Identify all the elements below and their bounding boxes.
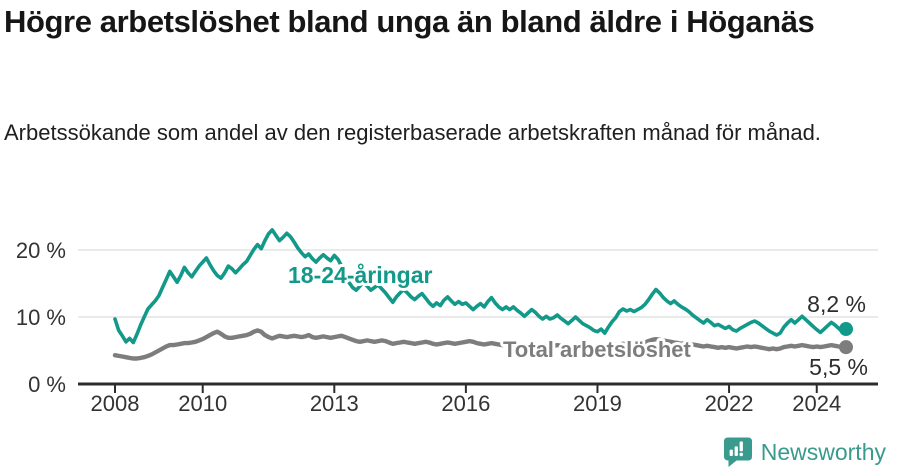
x-axis-tick-label: 2013 — [310, 391, 359, 416]
end-value-label-youth: 8,2 % — [807, 291, 866, 317]
x-axis-tick-label: 2019 — [573, 391, 622, 416]
x-axis-tick-label: 2008 — [91, 391, 140, 416]
line-youth — [113, 228, 848, 345]
newsworthy-logo: Newsworthy — [723, 437, 886, 468]
y-axis-tick-label: 20 % — [16, 238, 66, 263]
end-dot-total — [839, 340, 853, 355]
gridlines — [78, 249, 878, 318]
y-axis-tick-label: 0 % — [28, 372, 66, 397]
x-axis-tick-label: 2010 — [178, 391, 227, 416]
page-subtitle: Arbetssökande som andel av den registerb… — [4, 120, 821, 145]
line-total — [112, 328, 849, 361]
series-label-youth: 18-24-åringar — [288, 262, 433, 288]
series-label-total: Total arbetslöshet — [503, 337, 692, 362]
x-axis-tick-label: 2024 — [792, 391, 841, 416]
axes: 0 % 10 % 20 % 2008 2010 2013 2016 2019 2022 2024 — [16, 238, 878, 416]
y-axis-tick-label: 10 % — [16, 305, 66, 330]
end-dot-youth — [839, 322, 853, 337]
x-axis-tick-label: 2022 — [705, 391, 754, 416]
newsworthy-logo-text: Newsworthy — [760, 439, 886, 465]
newsworthy-chart-bubble-icon — [723, 437, 753, 468]
x-axis-tick-label: 2016 — [441, 391, 490, 416]
end-value-label-total: 5,5 % — [809, 354, 868, 380]
page-title: Högre arbetslöshet bland unga än bland ä… — [4, 4, 815, 39]
series-lines — [112, 228, 853, 361]
